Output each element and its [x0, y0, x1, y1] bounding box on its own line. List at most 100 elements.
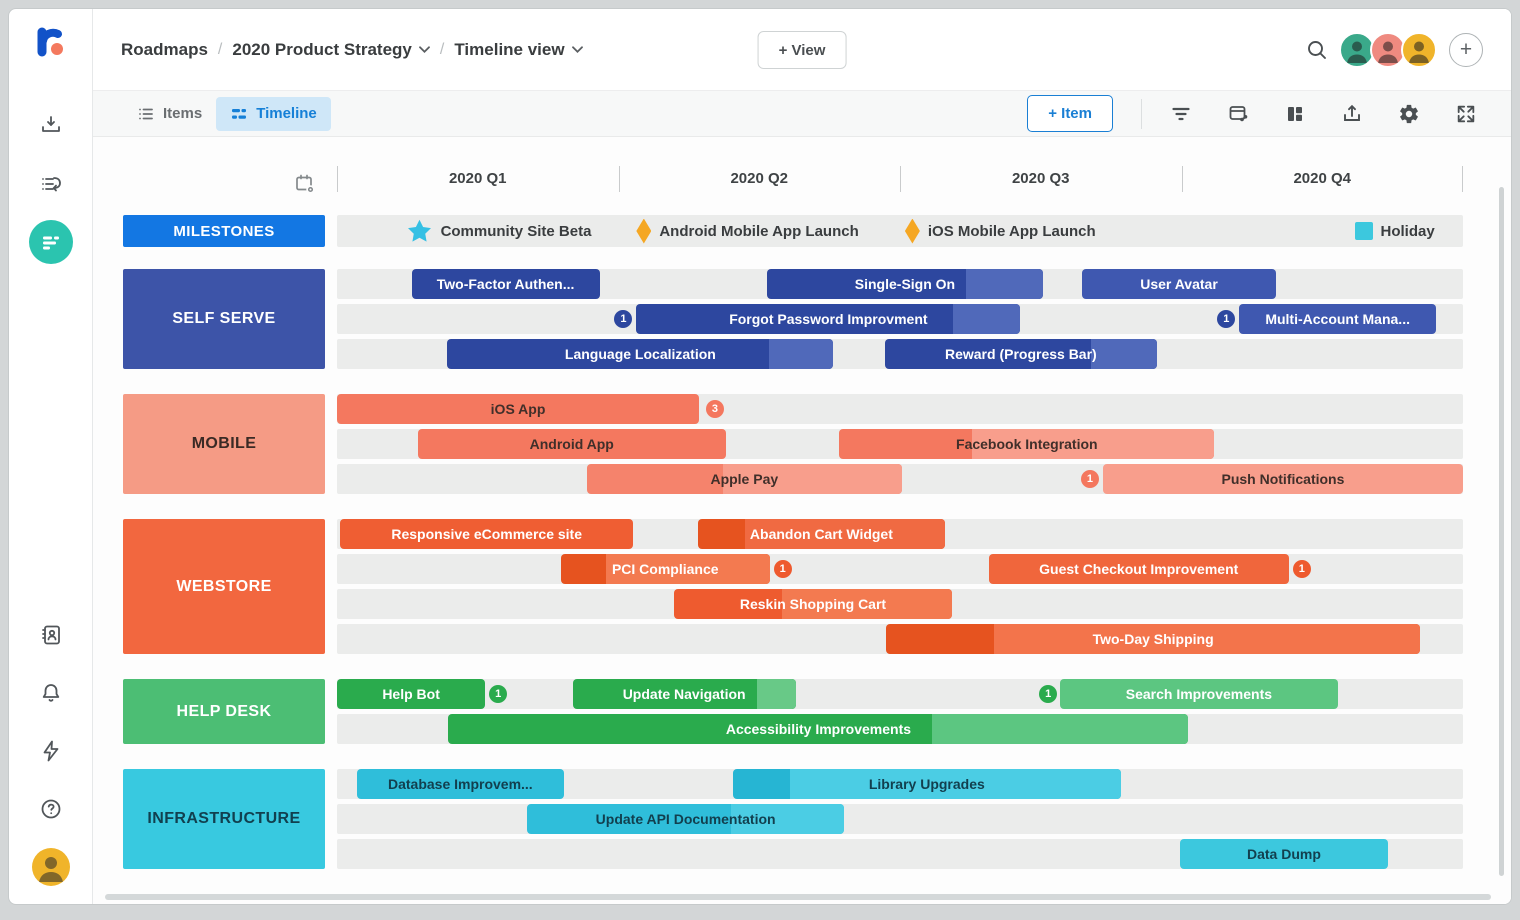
- section-label: INFRASTRUCTURE: [123, 769, 325, 869]
- bar-segment: [952, 304, 1021, 334]
- vertical-scrollbar[interactable]: [1499, 187, 1504, 876]
- bar-label: Android App: [529, 436, 614, 452]
- milestone-label: Android Mobile App Launch: [659, 222, 859, 240]
- breadcrumb-roadmaps[interactable]: Roadmaps: [121, 39, 208, 59]
- bar-label: Apple Pay: [710, 471, 779, 487]
- activity-list-icon[interactable]: [29, 162, 73, 206]
- timeline-row: Accessibility Improvements: [337, 714, 1463, 744]
- bar-label: Single-Sign On: [854, 276, 956, 292]
- help-icon[interactable]: [29, 787, 73, 831]
- roadmap-bar[interactable]: Accessibility Improvements: [448, 714, 1189, 744]
- timeline-board: 2020 Q1 2020 Q2 2020 Q3 2020 Q4 MILESTONES C…: [93, 137, 1511, 904]
- tab-items-label: Items: [163, 105, 203, 122]
- count-badge[interactable]: 1: [1080, 470, 1099, 488]
- avatar[interactable]: [1370, 31, 1406, 68]
- format-style-icon[interactable]: [1223, 99, 1253, 129]
- tab-timeline-label: Timeline: [256, 105, 317, 122]
- add-item-button[interactable]: + Item: [1027, 95, 1113, 132]
- settings-icon[interactable]: [1394, 99, 1424, 129]
- fullscreen-icon[interactable]: [1451, 99, 1481, 129]
- add-view-button[interactable]: + View: [757, 31, 847, 69]
- invite-user-button[interactable]: +: [1449, 32, 1483, 67]
- quarter-label: 2020 Q3: [900, 163, 1182, 205]
- roadmap-bar[interactable]: Search Improvements: [1060, 679, 1338, 709]
- roadmap-bar[interactable]: Reward (Progress Bar): [885, 339, 1157, 369]
- roadmap-bar[interactable]: Push Notifications: [1102, 464, 1463, 494]
- roadmap-bar[interactable]: Facebook Integration: [839, 429, 1215, 459]
- tab-items[interactable]: Items: [123, 97, 216, 131]
- section-label: MOBILE: [123, 394, 325, 494]
- import-icon[interactable]: [29, 104, 73, 148]
- avatar[interactable]: [1339, 31, 1375, 68]
- roadmap-bar[interactable]: iOS App: [337, 394, 700, 424]
- notifications-icon[interactable]: [29, 671, 73, 715]
- quick-actions-icon[interactable]: [29, 729, 73, 773]
- current-user-avatar[interactable]: [31, 848, 70, 886]
- star-icon: [407, 219, 431, 242]
- roadmap-bar[interactable]: Apple Pay: [586, 464, 902, 494]
- roadmap-bar[interactable]: Multi-Account Mana...: [1239, 304, 1437, 334]
- count-badge[interactable]: 3: [705, 400, 724, 418]
- roadmap-bar[interactable]: Reskin Shopping Cart: [674, 589, 952, 619]
- bar-segment: [965, 269, 1044, 299]
- milestone-diamond[interactable]: Android Mobile App Launch: [636, 215, 859, 247]
- roadmap-bar[interactable]: Database Improvem...: [356, 769, 564, 799]
- count-badge[interactable]: 1: [1217, 310, 1236, 328]
- roadmap-bar[interactable]: PCI Compliance: [560, 554, 770, 584]
- milestone-diamond[interactable]: iOS Mobile App Launch: [904, 215, 1096, 247]
- breadcrumb-roadmap-name[interactable]: 2020 Product Strategy: [232, 40, 430, 60]
- export-icon[interactable]: [1337, 99, 1367, 129]
- chevron-down-icon: [571, 46, 583, 53]
- contacts-icon[interactable]: [29, 613, 73, 657]
- chevron-down-icon: [418, 46, 430, 53]
- bar-label: PCI Compliance: [611, 561, 719, 577]
- bar-label: Forgot Password Improvment: [729, 311, 928, 327]
- tab-timeline[interactable]: Timeline: [216, 96, 331, 131]
- timeline-row: Two-Day Shipping: [337, 624, 1463, 654]
- timebar-settings-icon[interactable]: [289, 168, 321, 200]
- bar-label: User Avatar: [1140, 276, 1218, 292]
- roadmap-bar[interactable]: Two-Factor Authen...: [411, 269, 600, 299]
- bar-segment: [994, 624, 1421, 654]
- count-badge[interactable]: 1: [1039, 685, 1058, 703]
- roadmap-bar[interactable]: Update Navigation: [572, 679, 796, 709]
- bar-segment: [789, 769, 1121, 799]
- milestone-square[interactable]: Holiday: [1354, 215, 1435, 247]
- count-badge[interactable]: 1: [773, 560, 792, 578]
- roadmap-bar[interactable]: Android App: [417, 429, 726, 459]
- app-logo[interactable]: [34, 25, 68, 59]
- roadmap-bar[interactable]: Responsive eCommerce site: [339, 519, 634, 549]
- diamond-icon: [636, 218, 652, 244]
- roadmap-bar[interactable]: Language Localization: [447, 339, 834, 369]
- roadmap-bar[interactable]: Guest Checkout Improvement: [988, 554, 1289, 584]
- timeline-row: Android App Facebook Integration: [337, 429, 1463, 459]
- milestone-star[interactable]: Community Site Beta: [406, 215, 591, 247]
- count-badge[interactable]: 1: [1292, 560, 1311, 578]
- bar-label: Language Localization: [564, 346, 716, 362]
- roadmap-bar[interactable]: Help Bot: [337, 679, 486, 709]
- roadmap-bar[interactable]: Abandon Cart Widget: [698, 519, 945, 549]
- roadmap-bar[interactable]: Data Dump: [1179, 839, 1389, 869]
- horizontal-scrollbar[interactable]: [105, 894, 1491, 900]
- roadmap-bar[interactable]: Two-Day Shipping: [886, 624, 1421, 654]
- roadmap-bar[interactable]: Update API Documentation: [526, 804, 845, 834]
- breadcrumb-view-name[interactable]: Timeline view: [454, 40, 583, 60]
- roadmap-bar[interactable]: User Avatar: [1082, 269, 1276, 299]
- search-icon[interactable]: [1302, 35, 1332, 65]
- filter-icon[interactable]: [1166, 99, 1196, 129]
- count-badge[interactable]: 1: [489, 685, 508, 703]
- quarter-label: 2020 Q1: [337, 163, 619, 205]
- bar-label: Accessibility Improvements: [725, 721, 912, 737]
- layout-icon[interactable]: [1280, 99, 1310, 129]
- roadmap-bar[interactable]: Library Upgrades: [732, 769, 1121, 799]
- avatar[interactable]: [1401, 31, 1437, 68]
- timeline-nav-icon[interactable]: [28, 220, 73, 264]
- bar-label: Library Upgrades: [868, 776, 985, 792]
- breadcrumb: Roadmaps / 2020 Product Strategy / Timel…: [121, 40, 583, 60]
- count-badge[interactable]: 1: [614, 310, 633, 328]
- timeline-track: [337, 215, 1463, 247]
- roadmap-bar[interactable]: Single-Sign On: [766, 269, 1044, 299]
- quarter-label: 2020 Q2: [618, 163, 901, 205]
- roadmap-bar[interactable]: Forgot Password Improvment: [636, 304, 1021, 334]
- toolbar-right-group: + Item: [1027, 95, 1481, 132]
